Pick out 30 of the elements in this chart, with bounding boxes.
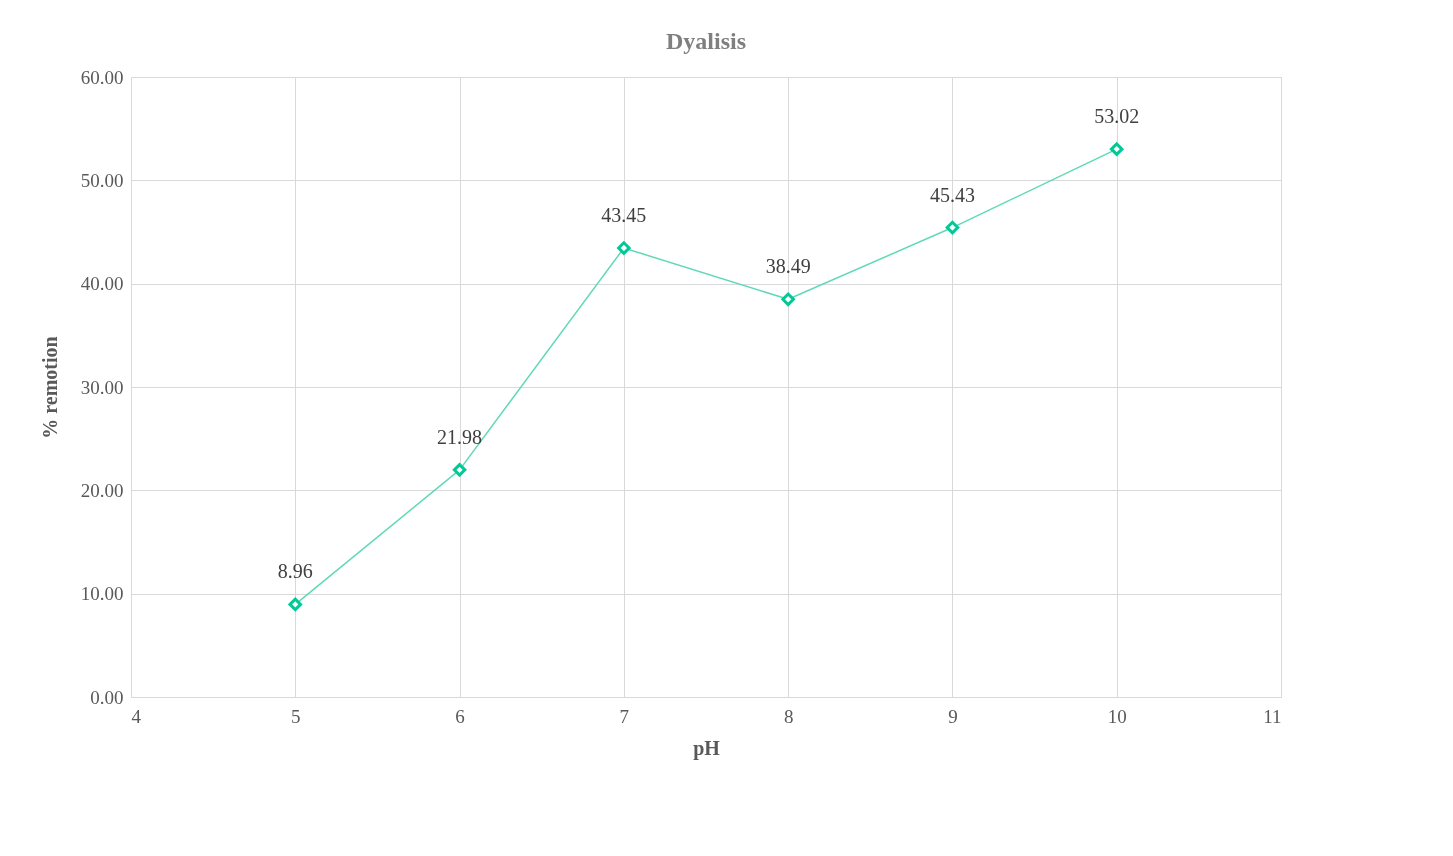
point [945,220,960,235]
x-axis-title: pH [693,736,721,760]
y-tick-label: 20.00 [80,479,124,501]
x-tick-label: 7 [619,705,630,727]
data-label: 43.45 [601,204,647,227]
y-tick-label: 0.00 [90,686,124,708]
y-tick-label: 60.00 [80,66,124,88]
x-tick-label: 9 [948,705,958,727]
x-tick-label: 8 [783,705,794,727]
data-label: 45.43 [929,183,975,206]
x-tick-label: 4 [131,705,142,727]
y-axis-title: % remotion [38,336,61,439]
point [452,463,467,477]
point [1109,142,1124,156]
x-tick-label: 11 [1263,705,1282,727]
point [288,597,303,612]
y-tick-label: 30.00 [80,376,124,398]
point [617,241,631,255]
chart-title: Dyalisis [665,28,747,54]
y-tick-label: 10.00 [80,583,124,605]
x-tick-label: 10 [1107,705,1127,727]
data-label: 38.49 [765,255,811,278]
x-tick-label: 6 [455,705,465,727]
data-label: 53.02 [1094,105,1140,128]
y-tick-label: 50.00 [80,169,124,191]
x-tick-label: 5 [291,705,301,727]
data-label: 21.98 [437,425,483,448]
point [781,292,795,307]
y-tick-label: 40.00 [80,273,124,295]
data-label: 8.96 [277,560,313,583]
